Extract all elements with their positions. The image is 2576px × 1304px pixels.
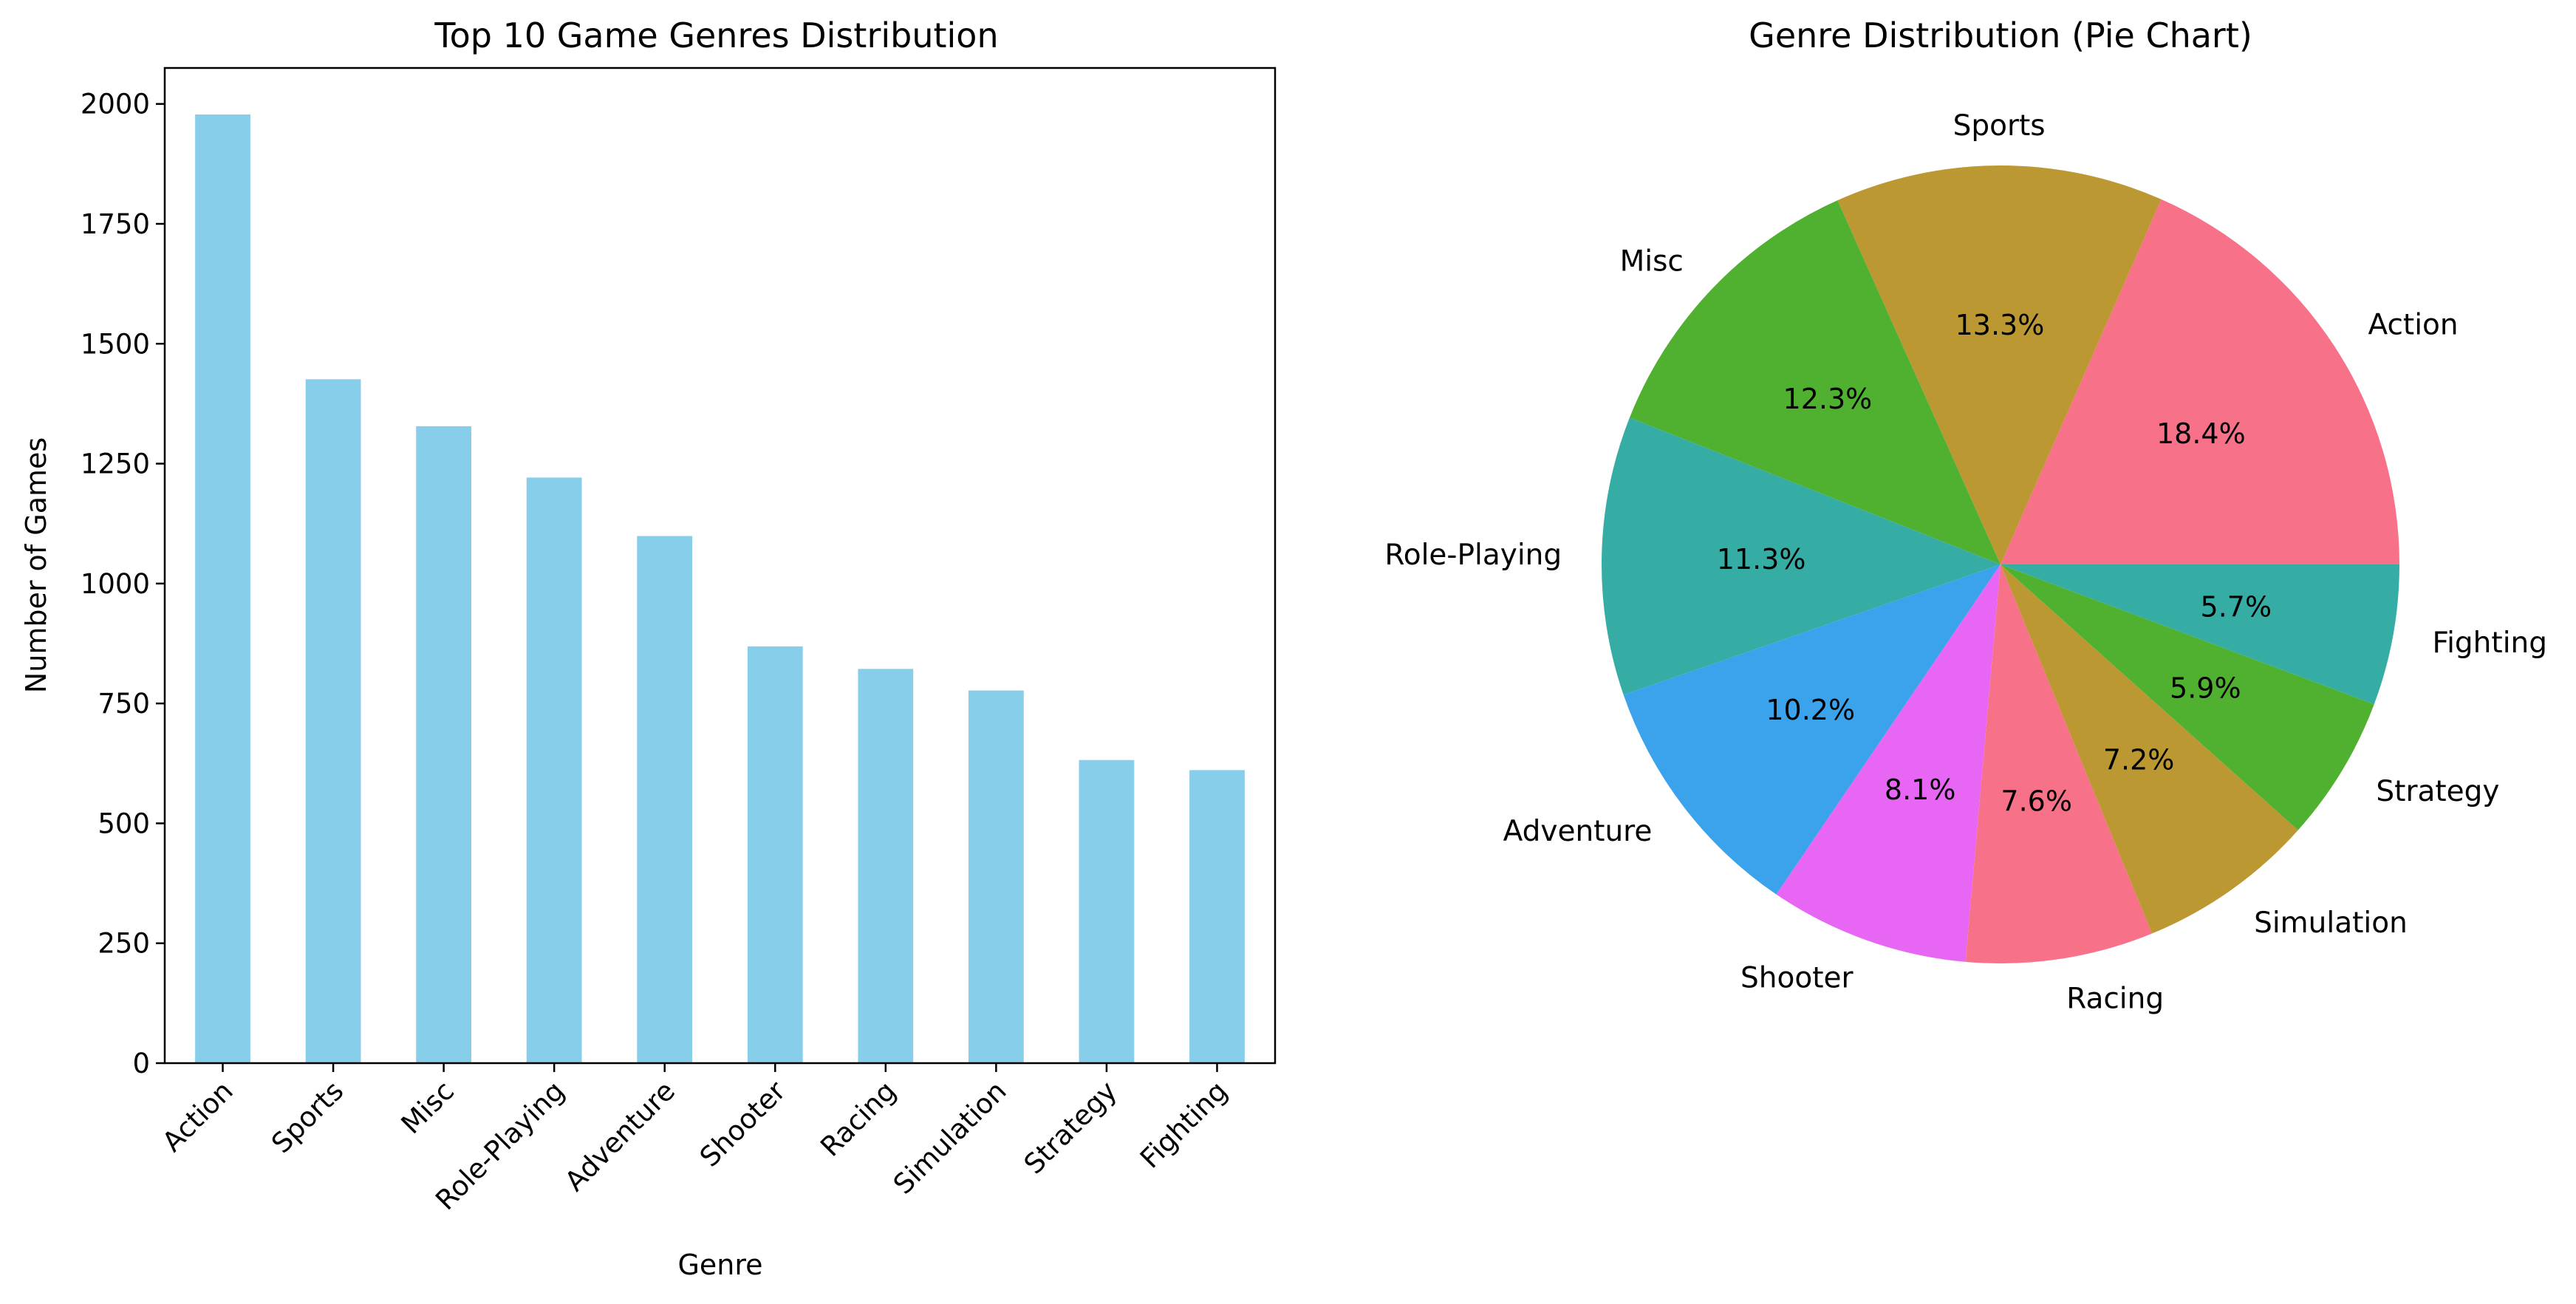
- pie-wedge-adventure: [1623, 564, 2001, 895]
- y-tick-label: 750: [98, 688, 150, 720]
- pie-label-adventure: Adventure: [1503, 815, 1653, 848]
- pie-percent-misc: 12.3%: [1783, 383, 1873, 415]
- y-tick-label: 1000: [81, 568, 150, 600]
- pie-label-strategy: Strategy: [2376, 775, 2499, 808]
- pie-wedges: [1602, 165, 2399, 963]
- bar-adventure: [637, 536, 693, 1063]
- pie-percent-role-playing: 11.3%: [1717, 543, 1806, 576]
- pie-percent-simulation: 7.2%: [2103, 743, 2175, 776]
- pie-label-misc: Misc: [1620, 245, 1684, 278]
- pie-wedge-sports: [1837, 165, 2162, 564]
- pie-wedge-strategy: [2001, 564, 2374, 830]
- pie-wedge-action: [2001, 199, 2399, 564]
- y-tick-label: 0: [132, 1048, 150, 1079]
- y-tick-label: 2000: [81, 89, 150, 120]
- pie-label-shooter: Shooter: [1740, 962, 1854, 995]
- pie-label-simulation: Simulation: [2254, 907, 2408, 940]
- pie-label-racing: Racing: [2066, 982, 2164, 1015]
- pie-percent-action: 18.4%: [2156, 417, 2246, 450]
- pie-wedge-shooter: [1776, 564, 2001, 962]
- pie-wedge-role-playing: [1602, 417, 2001, 695]
- pie-wedge-misc: [1629, 200, 2001, 564]
- pie-chart: Genre Distribution (Pie Chart) Action Spo…: [1384, 16, 2547, 1015]
- y-tick-label: 1500: [81, 328, 150, 360]
- bar-action: [195, 114, 250, 1064]
- pie-wedge-racing: [1965, 564, 2153, 963]
- pie-label-fighting: Fighting: [2433, 627, 2548, 660]
- pie-percent-fighting: 5.7%: [2201, 591, 2272, 624]
- y-axis-label: Number of Games: [20, 437, 52, 693]
- bar-role-playing: [526, 477, 582, 1063]
- pie-label-action: Action: [2368, 308, 2458, 341]
- y-tick-label: 1750: [81, 208, 150, 240]
- pie-wedge-simulation: [2001, 564, 2298, 934]
- bar-strategy: [1079, 759, 1135, 1063]
- bar-sports: [305, 379, 361, 1063]
- pie-chart-title: Genre Distribution (Pie Chart): [1749, 16, 2252, 55]
- pie-wedge-fighting: [2001, 564, 2399, 705]
- pie-percent-labels: 18.4% 13.3% 12.3% 11.3% 10.2% 8.1% 7.6% 7.2% 5.9…: [1717, 309, 2272, 817]
- pie-percent-racing: 7.6%: [2001, 785, 2072, 817]
- x-axis-label: Genre: [677, 1249, 762, 1281]
- pie-label-role-playing: Role-Playing: [1384, 539, 1562, 572]
- pie-percent-shooter: 8.1%: [1885, 774, 1956, 806]
- pie-label-sports: Sports: [1953, 109, 2046, 143]
- y-tick-label: 250: [98, 928, 150, 960]
- pie-percent-adventure: 10.2%: [1766, 694, 1855, 726]
- y-axis-ticks: 0 250 500 750 1000 1250 1500 1750 2000: [81, 89, 165, 1079]
- y-tick-label: 1250: [81, 448, 150, 480]
- bar-racing: [858, 669, 914, 1063]
- pie-percent-strategy: 5.9%: [2170, 672, 2241, 705]
- bar-series: [195, 114, 1245, 1064]
- pie-labels: Action Sports Misc Role-Playing Adventure Sho…: [1384, 109, 2547, 1015]
- bar-misc: [416, 426, 472, 1063]
- bar-shooter: [747, 646, 803, 1063]
- bar-fighting: [1189, 770, 1245, 1063]
- pie-percent-sports: 13.3%: [1955, 309, 2045, 341]
- bar-plot-frame: [163, 66, 1277, 1065]
- bar-chart-title: Top 10 Game Genres Distribution: [434, 16, 998, 55]
- bar-simulation: [968, 690, 1024, 1063]
- y-tick-label: 500: [98, 808, 150, 839]
